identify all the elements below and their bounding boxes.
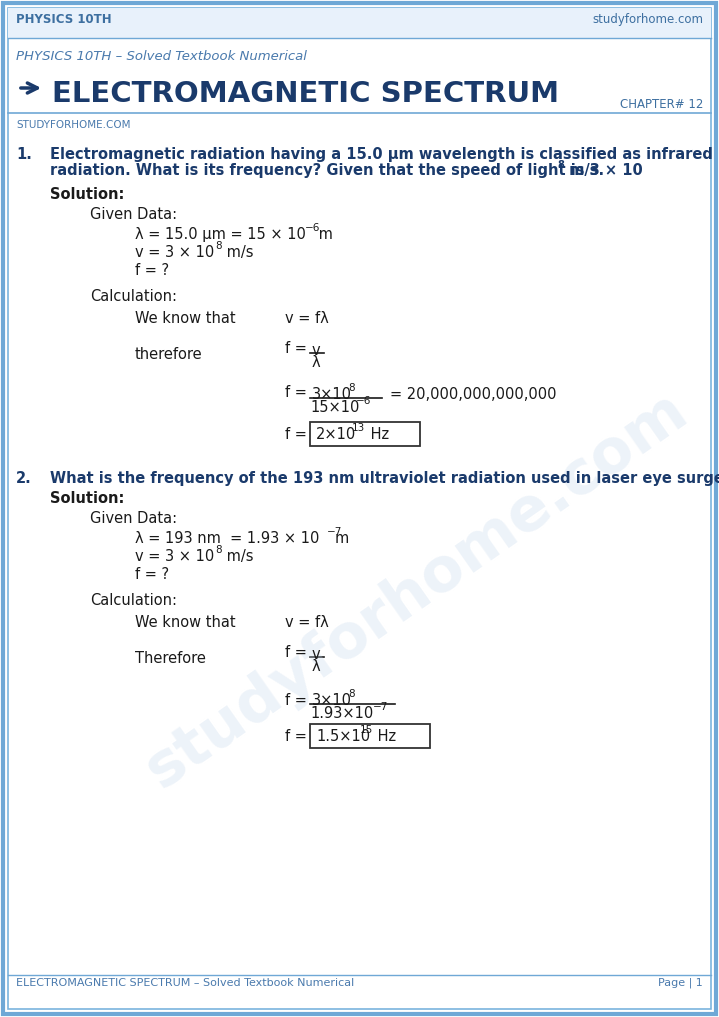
Text: λ: λ	[312, 659, 321, 674]
Bar	[310, 422, 420, 446]
Text: λ = 15.0 μm = 15 × 10: λ = 15.0 μm = 15 × 10	[135, 227, 306, 242]
Text: −7: −7	[373, 702, 388, 712]
Text: studyforhome.com: studyforhome.com	[592, 13, 703, 26]
Text: We know that: We know that	[135, 311, 236, 326]
Text: 15×10: 15×10	[310, 400, 360, 415]
Bar	[310, 724, 430, 747]
Text: CHAPTER# 12: CHAPTER# 12	[620, 98, 703, 111]
Text: ELECTROMAGNETIC SPECTRUM – Solved Textbook Numerical: ELECTROMAGNETIC SPECTRUM – Solved Textbo…	[16, 978, 354, 988]
Text: λ: λ	[312, 355, 321, 370]
Text: m: m	[314, 227, 333, 242]
Text: 3×10: 3×10	[312, 693, 352, 708]
Text: 3×10: 3×10	[312, 387, 352, 402]
Text: 2×10: 2×10	[316, 427, 356, 442]
Text: What is the frequency of the 193 nm ultraviolet radiation used in laser eye surg: What is the frequency of the 193 nm ultr…	[50, 471, 719, 486]
Text: Solution:: Solution:	[50, 491, 124, 506]
Text: 8: 8	[215, 241, 221, 251]
Text: PHYSICS 10TH: PHYSICS 10TH	[16, 13, 111, 26]
Text: m/s: m/s	[222, 549, 254, 564]
Text: Page | 1: Page | 1	[659, 978, 703, 989]
Text: STUDYFORHOME.COM: STUDYFORHOME.COM	[16, 120, 131, 130]
Bar	[8, 8, 711, 38]
Text: v: v	[312, 647, 321, 662]
Text: v = 3 × 10: v = 3 × 10	[135, 549, 214, 564]
Text: 8: 8	[215, 545, 221, 555]
Text: Calculation:: Calculation:	[90, 593, 177, 608]
Text: −6: −6	[356, 396, 372, 406]
Text: Given Data:: Given Data:	[90, 207, 177, 222]
Text: f =: f =	[285, 729, 307, 744]
Text: f = ?: f = ?	[135, 567, 169, 582]
Text: Hz: Hz	[366, 427, 389, 442]
Text: Therefore: Therefore	[135, 651, 206, 666]
Text: Given Data:: Given Data:	[90, 511, 177, 526]
Text: 13: 13	[352, 423, 365, 433]
Text: 1.5×10: 1.5×10	[316, 729, 370, 744]
Text: PHYSICS 10TH – Solved Textbook Numerical: PHYSICS 10TH – Solved Textbook Numerical	[16, 50, 307, 63]
Text: f =: f =	[285, 693, 307, 708]
Text: ELECTROMAGNETIC SPECTRUM: ELECTROMAGNETIC SPECTRUM	[52, 80, 559, 108]
Text: therefore: therefore	[135, 347, 203, 362]
Text: −6: −6	[305, 223, 321, 233]
Text: We know that: We know that	[135, 615, 236, 630]
Text: m: m	[335, 531, 349, 546]
Text: f =: f =	[285, 427, 307, 442]
Text: 2.: 2.	[16, 471, 32, 486]
Text: v: v	[312, 343, 321, 358]
Text: studyforhome.com: studyforhome.com	[135, 380, 699, 799]
Text: λ = 193 nm  = 1.93 × 10: λ = 193 nm = 1.93 × 10	[135, 531, 319, 546]
Text: v = 3 × 10: v = 3 × 10	[135, 245, 214, 260]
Text: = 20,000,000,000,000: = 20,000,000,000,000	[390, 387, 557, 402]
Text: f =: f =	[285, 341, 307, 356]
Text: Electromagnetic radiation having a 15.0 μm wavelength is classified as infrared: Electromagnetic radiation having a 15.0 …	[50, 147, 713, 162]
Text: m/s: m/s	[222, 245, 254, 260]
Text: 8: 8	[557, 160, 564, 170]
Text: Calculation:: Calculation:	[90, 289, 177, 304]
Text: Solution:: Solution:	[50, 187, 124, 202]
Text: radiation. What is its frequency? Given that the speed of light is 3 × 10: radiation. What is its frequency? Given …	[50, 163, 643, 178]
Text: f =: f =	[285, 645, 307, 660]
Text: Hz: Hz	[373, 729, 396, 744]
Text: −7: −7	[327, 527, 342, 537]
Text: v = fλ: v = fλ	[285, 311, 329, 326]
Text: 15: 15	[360, 725, 373, 735]
Text: m/s.: m/s.	[564, 163, 604, 178]
Text: f =: f =	[285, 385, 307, 400]
Text: 1.: 1.	[16, 147, 32, 162]
Text: 8: 8	[348, 383, 354, 393]
Text: 8: 8	[348, 689, 354, 699]
Text: 1.93×10: 1.93×10	[310, 706, 373, 721]
Text: f = ?: f = ?	[135, 263, 169, 278]
Text: v = fλ: v = fλ	[285, 615, 329, 630]
